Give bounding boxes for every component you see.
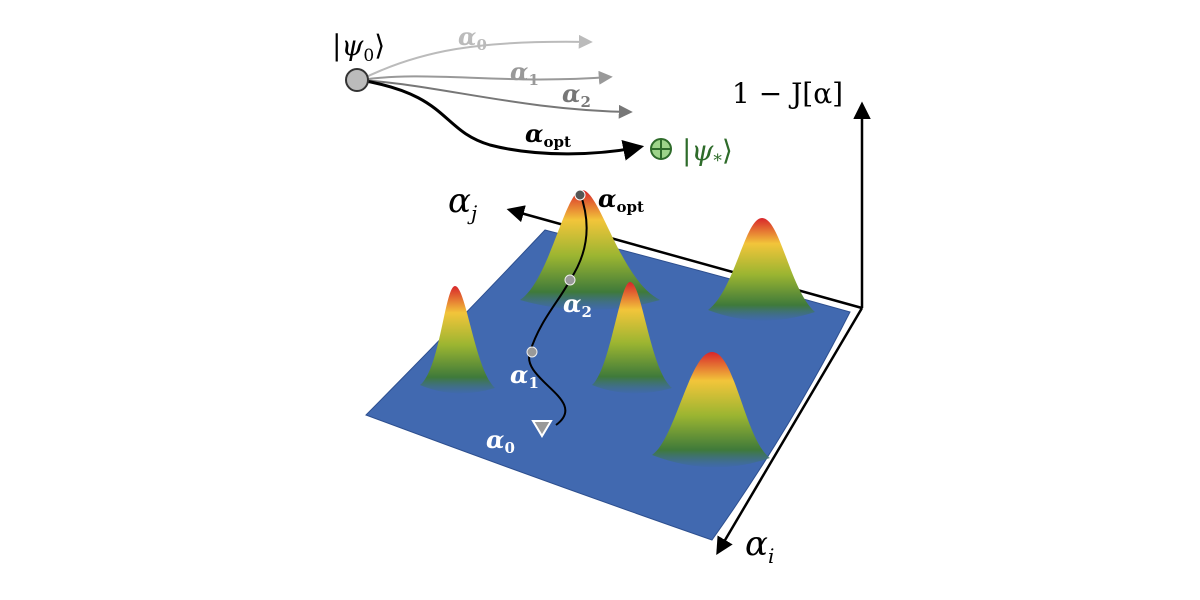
label-sub: i [768, 544, 774, 568]
trajectory [359, 34, 593, 81]
label-sub: 1 [528, 374, 538, 392]
label-sub: opt [543, 133, 570, 151]
label-main: α [486, 425, 504, 454]
label-main: α [458, 22, 476, 51]
label-main: α [745, 524, 768, 564]
initial-state-label: |ψ0⟩ [332, 29, 385, 66]
label-main: α [510, 57, 528, 86]
peaks [420, 190, 815, 468]
label-sub: 1 [528, 71, 538, 89]
path-label: α0 [486, 425, 515, 457]
label-sub: j [467, 201, 477, 225]
trajectory-label: α2 [562, 79, 591, 111]
path-point [574, 189, 586, 201]
vertical-axis-label: 1 − J[α] [732, 77, 843, 110]
ket-sub: 0 [363, 46, 374, 66]
ket-sub: * [713, 151, 722, 171]
label-sub: 0 [504, 439, 514, 457]
trajectory-label: α1 [510, 57, 539, 89]
optimal-trajectory [359, 78, 645, 161]
label-sub: 2 [581, 303, 591, 321]
initial-state-dot [345, 68, 369, 92]
axis-j-label: αj [448, 181, 477, 225]
target-state-label: |ψ*⟩ [682, 134, 733, 171]
ket-close: ⟩ [722, 134, 733, 167]
start-marker [531, 420, 553, 438]
path-label: αopt [598, 184, 644, 216]
label-main: α [563, 289, 581, 318]
path-point [564, 274, 576, 286]
label-main: α [598, 184, 616, 213]
target-state-icon [650, 138, 672, 160]
axis-i [716, 307, 864, 556]
label-main: α [525, 119, 543, 148]
ket-close: ⟩ [374, 29, 385, 62]
path-label: α1 [510, 360, 539, 392]
axis-i-label: αi [745, 524, 774, 568]
ket-open: |ψ [682, 134, 714, 167]
trajectory [359, 79, 633, 119]
ket-open: |ψ [332, 29, 364, 62]
trajectory [359, 70, 613, 85]
label-sub: 0 [476, 36, 486, 54]
label-main: α [510, 360, 528, 389]
label-main: α [448, 181, 471, 221]
optimization-path [528, 192, 588, 426]
path-label: α2 [563, 289, 592, 321]
label-main: α [562, 79, 580, 108]
trajectory-label: αopt [525, 119, 571, 151]
trajectory-label: α0 [458, 22, 487, 54]
label-sub: opt [616, 198, 643, 216]
path-point [526, 346, 538, 358]
label-sub: 2 [580, 93, 590, 111]
